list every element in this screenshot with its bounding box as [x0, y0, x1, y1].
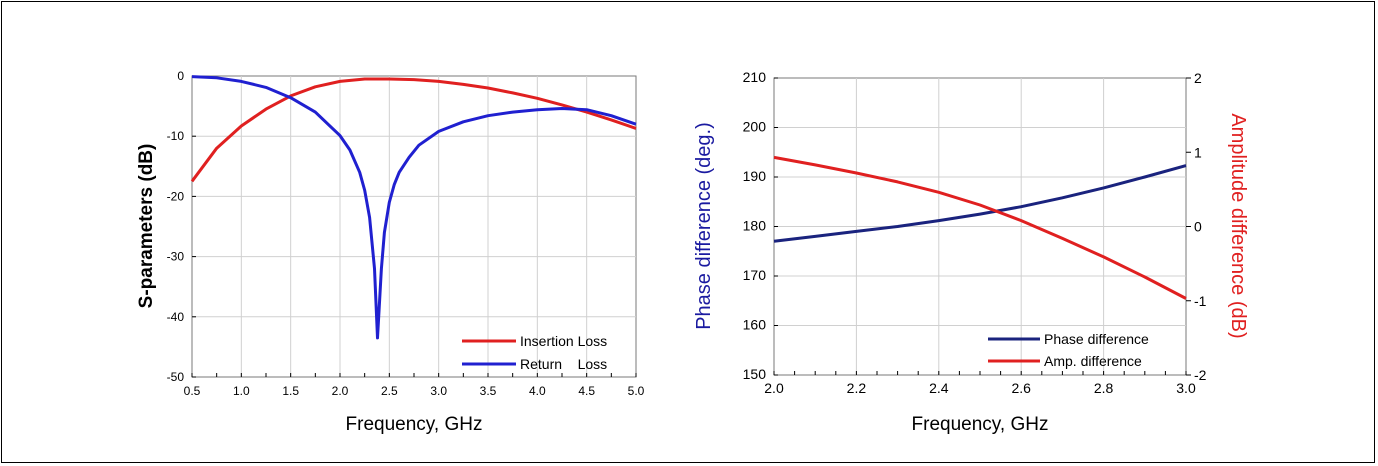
y2-tick-label: 0 — [1194, 219, 1202, 235]
y-tick-label: -10 — [167, 129, 185, 143]
y2-tick-label: 2 — [1194, 70, 1202, 86]
phase-amplitude-grid — [774, 78, 1186, 375]
x-tick-label: 2.2 — [847, 380, 867, 396]
y-tick-label: 210 — [743, 69, 767, 85]
s-parameters-plot-area — [191, 75, 637, 378]
series-line-amp-difference — [773, 155, 1187, 300]
y-tick-label: 170 — [743, 267, 767, 283]
y2-tick-label: -2 — [1194, 367, 1207, 383]
s-parameters-y-axis-title: S-parameters (dB) — [136, 144, 157, 309]
s-parameters-panel: 0.5 1.0 1.5 2.0 2.5 3.0 3.5 4.0 4.5 5.0 0 -10 -20 -30… — [136, 69, 645, 435]
x-tick-label: 4.0 — [529, 384, 546, 398]
y-tick-label: 200 — [743, 119, 767, 135]
x-tick-label: 1.0 — [233, 384, 250, 398]
phase-amplitude-ticks: 2.0 2.2 2.4 2.6 2.8 3.0150160170180190200210-… — [743, 69, 1207, 396]
s-parameters-ticks: 0.5 1.0 1.5 2.0 2.5 3.0 3.5 4.0 4.5 5.0 0 -10 -20 -30… — [167, 69, 645, 398]
s-parameters-legend: Insertion Loss Return Loss — [462, 333, 607, 372]
amplitude-y-axis-title: Amplitude difference (dB) — [1227, 113, 1249, 338]
series-line-phase-difference — [773, 164, 1187, 243]
y-tick-label: 180 — [743, 218, 767, 234]
x-tick-label: 0.5 — [184, 384, 201, 398]
x-tick-label: 2.4 — [929, 380, 949, 396]
x-tick-label: 5.0 — [628, 384, 645, 398]
s-parameters-series — [190, 75, 637, 340]
phase-amplitude-legend: Phase difference Amp. difference — [988, 331, 1149, 369]
x-tick-label: 4.5 — [578, 384, 595, 398]
x-tick-label: 2.0 — [764, 380, 784, 396]
s-parameters-grid — [192, 76, 636, 377]
y-tick-label: 150 — [743, 366, 767, 382]
phase-amplitude-x-axis-title: Frequency, GHz — [912, 414, 1049, 435]
y-tick-label: 160 — [743, 317, 767, 333]
x-tick-label: 3.0 — [1176, 380, 1196, 396]
s-parameters-x-axis-title: Frequency, GHz — [346, 414, 483, 435]
series-line-return-loss — [191, 75, 637, 340]
legend-label-insertion-loss: Insertion Loss — [520, 333, 607, 349]
y-tick-label: 0 — [177, 69, 184, 83]
y-tick-label: 190 — [743, 168, 767, 184]
phase-amplitude-panel: 2.0 2.2 2.4 2.6 2.8 3.0150160170180190200210-… — [693, 69, 1249, 435]
x-tick-label: 2.8 — [1094, 380, 1114, 396]
x-tick-label: 3.0 — [430, 384, 447, 398]
phase-y-axis-title: Phase difference (deg.) — [693, 122, 715, 330]
y2-tick-label: -1 — [1194, 293, 1207, 309]
y-tick-label: -30 — [167, 250, 185, 264]
y2-tick-label: 1 — [1194, 144, 1202, 160]
y-tick-label: -20 — [167, 189, 185, 203]
x-tick-label: 1.5 — [282, 384, 299, 398]
y-tick-label: -50 — [167, 370, 185, 384]
legend-label-phase-difference: Phase difference — [1044, 331, 1149, 347]
x-tick-label: 2.5 — [381, 384, 398, 398]
series-line-insertion-loss — [190, 77, 637, 183]
x-tick-label: 3.5 — [480, 384, 497, 398]
x-tick-label: 2.0 — [332, 384, 349, 398]
legend-label-amp-difference: Amp. difference — [1044, 353, 1142, 369]
legend-label-return-loss: Return Loss — [520, 356, 607, 372]
y-tick-label: -40 — [167, 310, 185, 324]
x-tick-label: 2.6 — [1011, 380, 1031, 396]
phase-amplitude-series — [773, 155, 1187, 300]
